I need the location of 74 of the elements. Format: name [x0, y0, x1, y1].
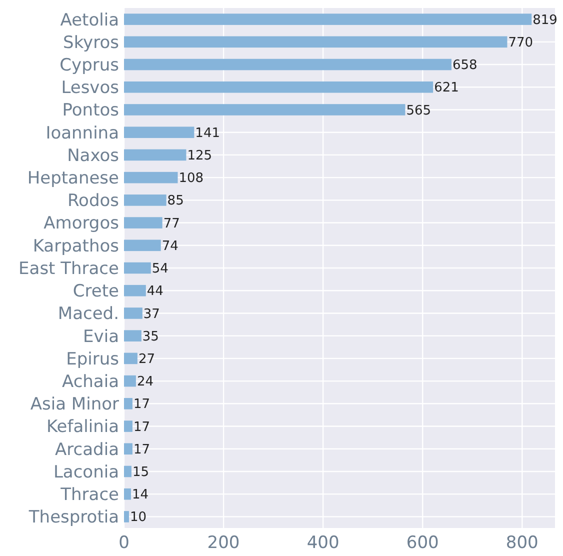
- bar: [124, 172, 178, 184]
- data-label: 658: [452, 58, 478, 74]
- data-label: 44: [146, 284, 164, 300]
- x-tick-label: 800: [506, 533, 538, 553]
- bar: [124, 262, 151, 274]
- y-tick-label: Aetolia: [60, 10, 119, 30]
- y-tick-label: Heptanese: [27, 168, 119, 189]
- y-tick-label: Asia Minor: [30, 394, 120, 415]
- data-label: 621: [434, 80, 459, 96]
- y-tick-label: Arcadia: [55, 440, 119, 460]
- y-tick-label: Crete: [72, 282, 119, 302]
- y-tick-label: Epirus: [66, 349, 120, 370]
- data-label: 819: [532, 12, 558, 28]
- bar: [124, 420, 132, 432]
- bar: [124, 466, 132, 478]
- y-tick-label: Thesprotia: [28, 508, 119, 528]
- x-tick-label: 600: [406, 533, 439, 553]
- data-label: 17: [133, 442, 150, 458]
- y-tick-label: East Thrace: [18, 258, 119, 279]
- data-label: 770: [508, 35, 534, 50]
- data-label: 17: [133, 420, 150, 435]
- data-label: 35: [142, 329, 159, 344]
- bar: [124, 443, 132, 455]
- y-tick-label: Maced.: [58, 304, 119, 324]
- bar: [124, 81, 434, 93]
- bar: [124, 352, 138, 364]
- y-tick-label: Amorgos: [44, 214, 120, 234]
- y-tick-label: Ioannina: [46, 123, 119, 144]
- bar: [124, 58, 452, 70]
- bar: [124, 126, 194, 138]
- data-label: 125: [187, 148, 212, 164]
- bar: [124, 240, 161, 252]
- x-tick-label: 400: [306, 533, 340, 553]
- y-tick-label: Lesvos: [61, 78, 120, 98]
- y-tick-label: Rodos: [68, 191, 120, 212]
- y-tick-label: Cyprus: [60, 55, 120, 76]
- data-label: 108: [178, 171, 204, 186]
- y-tick-label: Pontos: [62, 100, 120, 121]
- y-tick-label: Thrace: [60, 485, 119, 506]
- data-label: 54: [152, 262, 168, 277]
- bar: [124, 511, 129, 522]
- bar: [124, 36, 508, 48]
- data-label: 17: [133, 397, 150, 412]
- bar: [124, 284, 146, 296]
- data-label: 10: [130, 510, 147, 526]
- bar: [124, 488, 131, 500]
- bar: [124, 194, 166, 206]
- y-tick-label: Skyros: [63, 32, 120, 53]
- y-tick-label: Achaia: [62, 372, 119, 392]
- data-label: 14: [132, 488, 149, 503]
- x-tick-label: 0: [118, 533, 130, 553]
- y-tick-label: Laconia: [53, 462, 119, 482]
- x-tick-label: 200: [207, 533, 240, 553]
- y-tick-label: Naxos: [67, 146, 120, 166]
- bar: [124, 308, 142, 319]
- bar: [124, 104, 406, 116]
- data-label: 565: [406, 103, 432, 118]
- bar: [124, 375, 136, 387]
- data-label: 74: [162, 238, 178, 254]
- bar: [124, 398, 132, 410]
- data-label: 85: [167, 194, 184, 209]
- data-label: 15: [132, 465, 150, 480]
- data-label: 27: [138, 352, 155, 367]
- data-label: 37: [143, 306, 160, 322]
- bar: [124, 14, 532, 25]
- bar: [124, 330, 142, 342]
- bar: [124, 149, 186, 161]
- data-label: 141: [195, 126, 220, 141]
- y-tick-label: Evia: [83, 326, 119, 347]
- y-tick-label: Karpathos: [32, 236, 120, 256]
- data-label: 77: [163, 216, 180, 232]
- bar: [124, 217, 162, 228]
- data-label: 24: [136, 374, 154, 390]
- y-tick-label: Kefalinia: [46, 417, 119, 438]
